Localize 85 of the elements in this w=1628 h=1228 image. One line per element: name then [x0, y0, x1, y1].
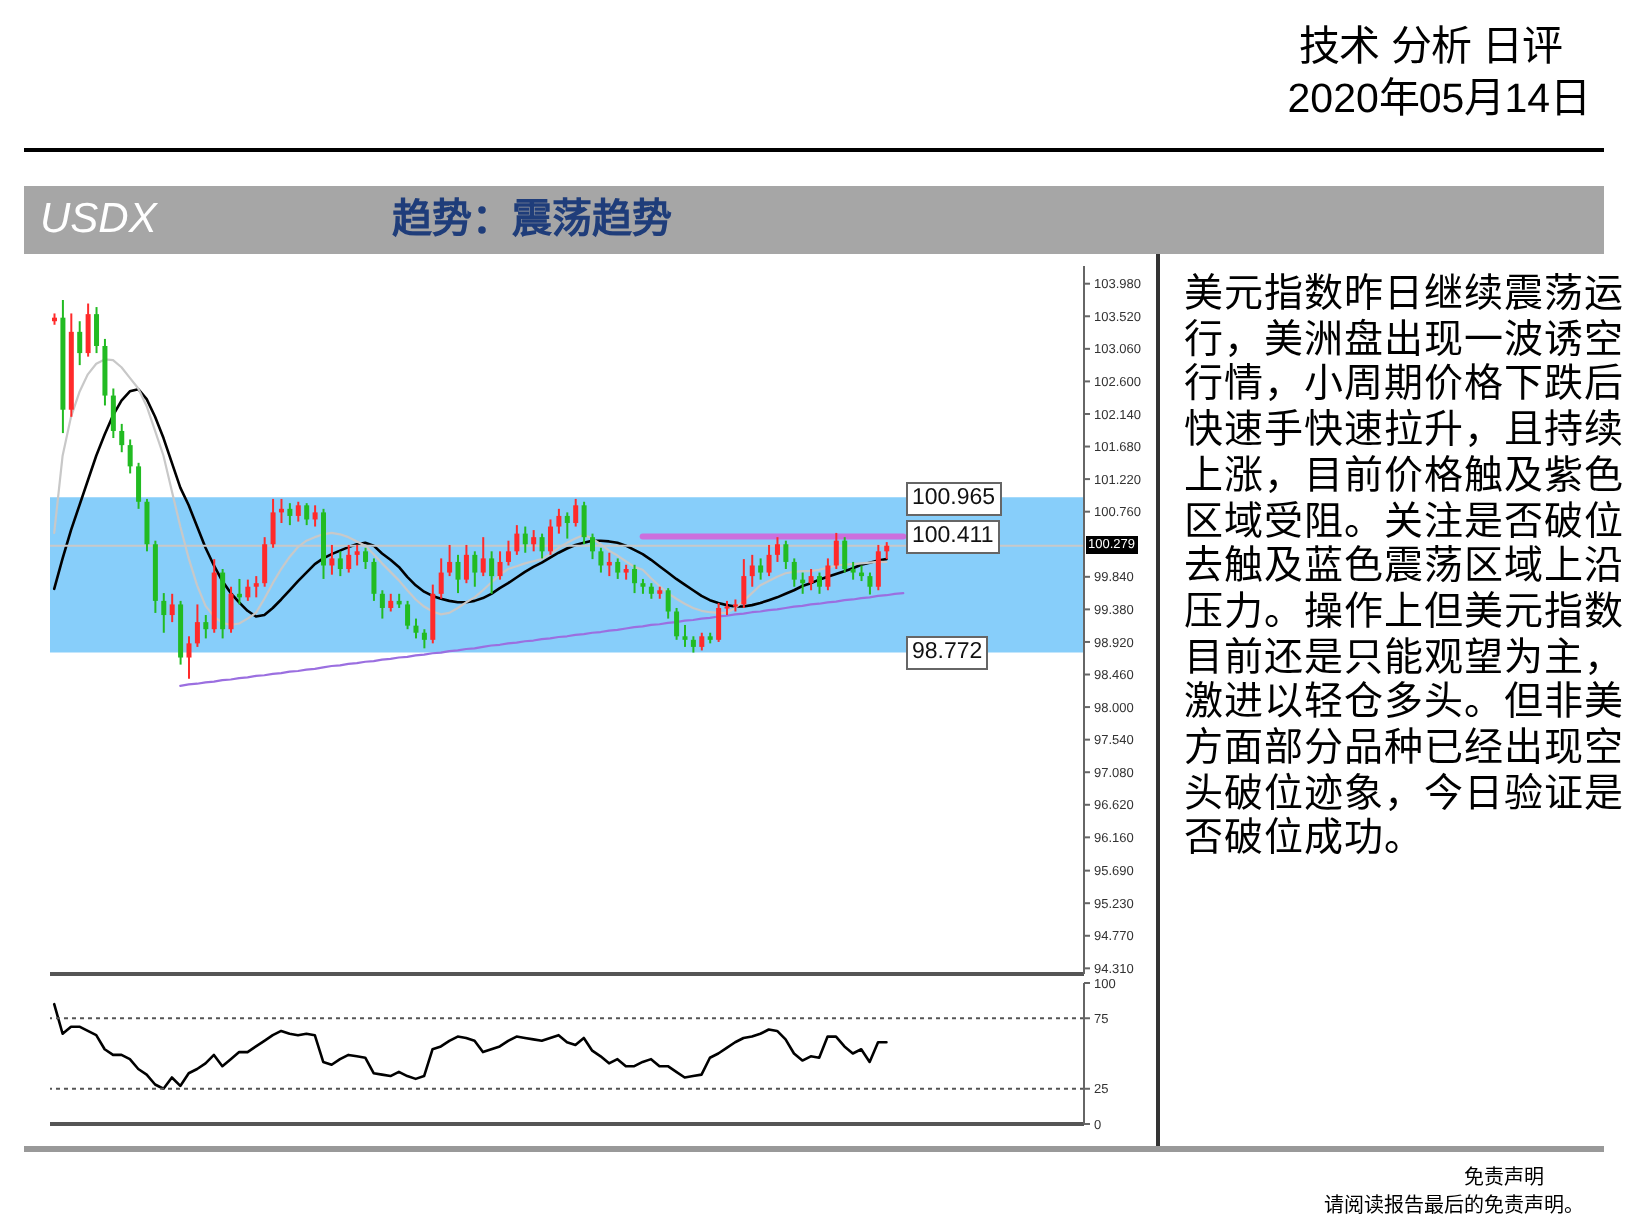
candlestick	[531, 529, 537, 553]
candlestick	[791, 557, 797, 588]
candlestick	[505, 539, 511, 567]
candlestick	[716, 602, 722, 643]
candlestick	[77, 320, 83, 367]
candlestick	[674, 606, 680, 641]
candlestick	[287, 502, 293, 527]
candlestick	[489, 550, 495, 595]
candlestick	[665, 587, 671, 620]
candlestick	[354, 543, 360, 567]
candlestick	[615, 557, 621, 580]
candlestick	[463, 543, 469, 585]
candlestick	[480, 536, 486, 578]
candlestick	[186, 635, 192, 680]
annotation: 98.772	[906, 636, 989, 671]
candlestick	[774, 536, 780, 563]
candlestick	[270, 497, 276, 549]
candlestick	[547, 518, 553, 556]
candlestick	[430, 583, 436, 645]
candlestick	[110, 387, 116, 440]
candlestick	[144, 497, 150, 553]
candlestick	[127, 438, 133, 475]
candlestick	[194, 603, 200, 648]
text: 免责声明	[1464, 1168, 1544, 1191]
candlestick	[842, 536, 848, 574]
text: 美元指数昨日继续震荡运行，美洲盘出现一波诱空行情，小周期价格下跌后快速手快速拉升，且持续上涨，目前价格触及紫色区域受阻。关注是否破位去触及蓝色震荡区域上沿压力。操作上但美元指数目前还是只能观望为主，激进以轻仓多头。但非美方面部分品种已经出现空头破位迹象，今日验证是否破位成功。	[1184, 272, 1624, 861]
candlestick	[413, 617, 419, 640]
candlestick	[379, 589, 385, 620]
candlestick	[421, 628, 427, 650]
candlestick	[581, 500, 587, 546]
candlestick	[228, 585, 234, 634]
text: 请阅读报告最后的免责声明。	[1324, 1196, 1584, 1219]
candlestick	[295, 500, 301, 523]
candlestick	[808, 568, 814, 592]
candlestick	[161, 592, 167, 634]
candlestick	[203, 614, 209, 640]
candlestick	[573, 497, 579, 528]
candlestick	[169, 592, 175, 624]
candlestick	[741, 558, 747, 609]
candlestick	[783, 539, 789, 571]
candlestick	[346, 543, 352, 574]
candlestick	[556, 507, 562, 535]
candlestick	[833, 531, 839, 571]
candlestick	[119, 422, 125, 454]
text: 2020年05月14日	[1287, 76, 1590, 124]
candlestick	[875, 543, 881, 592]
candlestick	[455, 553, 461, 595]
line-series	[52, 1002, 888, 1091]
candlestick	[590, 532, 596, 561]
candlestick	[816, 571, 822, 595]
candlestick	[94, 306, 100, 355]
candlestick	[85, 302, 91, 358]
annotation: 100.411	[906, 520, 1000, 555]
candlestick	[682, 623, 688, 648]
candlestick	[632, 563, 638, 595]
candlestick	[766, 543, 772, 578]
annotation: 100.965	[906, 481, 1002, 516]
candlestick	[337, 550, 343, 578]
candlestick	[329, 543, 335, 576]
candlestick	[447, 543, 453, 578]
candlestick	[312, 504, 318, 528]
candlestick	[749, 553, 755, 588]
candlestick	[438, 557, 444, 600]
candlestick	[253, 575, 259, 599]
candlestick	[598, 546, 604, 574]
candlestick	[497, 550, 503, 581]
candlestick	[514, 524, 520, 556]
candlestick	[304, 502, 310, 527]
candlestick	[825, 557, 831, 592]
chart-subtitle: 趋势：震荡趋势	[392, 196, 672, 244]
candlestick	[522, 525, 528, 554]
candlestick	[371, 557, 377, 602]
candlestick	[867, 571, 873, 596]
candlestick	[136, 461, 142, 510]
candlestick	[472, 550, 478, 588]
chart-title: USDX	[40, 196, 157, 244]
candlestick	[245, 578, 251, 602]
candlestick	[363, 546, 369, 571]
line-series	[179, 592, 905, 687]
candlestick	[405, 599, 411, 631]
candlestick	[539, 532, 545, 560]
candlestick	[262, 536, 268, 588]
text: 技术 分析 日评	[1299, 24, 1562, 72]
candlestick	[758, 557, 764, 581]
candlestick	[564, 511, 570, 540]
